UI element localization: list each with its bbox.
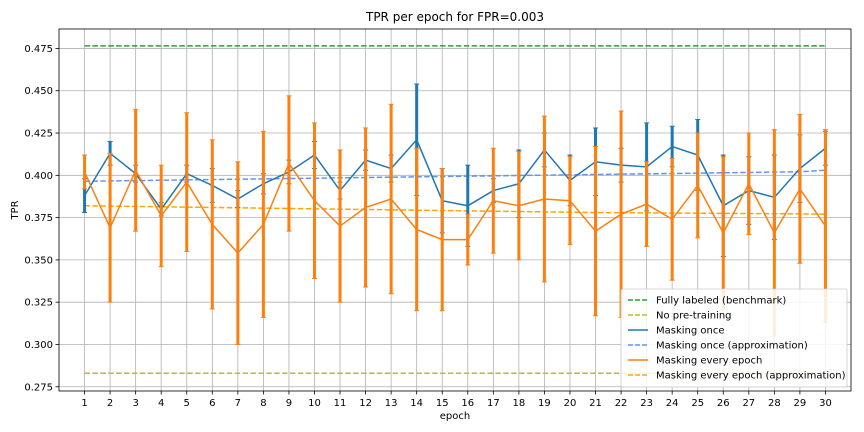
x-tick-label: 28 xyxy=(768,398,781,409)
x-tick-label: 14 xyxy=(410,398,423,409)
y-tick-label: 0.300 xyxy=(24,340,53,351)
series-line xyxy=(83,161,827,255)
x-tick-label: 27 xyxy=(742,398,755,409)
x-tick-label: 1 xyxy=(81,398,87,409)
x-tick-label: 11 xyxy=(334,398,347,409)
legend-label: Masking every epoch (approximation) xyxy=(656,371,846,382)
x-tick-label: 16 xyxy=(461,398,474,409)
x-tick-label: 5 xyxy=(184,398,190,409)
series-line xyxy=(83,138,826,211)
x-tick-label: 30 xyxy=(819,398,832,409)
legend-label: Masking once xyxy=(656,326,725,337)
x-tick-label: 19 xyxy=(538,398,551,409)
y-axis-label: TPR xyxy=(10,200,21,220)
x-tick-label: 4 xyxy=(158,398,164,409)
x-tick-label: 26 xyxy=(717,398,730,409)
x-tick-label: 7 xyxy=(235,398,241,409)
legend-label: Masking once (approximation) xyxy=(656,341,808,352)
x-tick-label: 24 xyxy=(666,398,679,409)
legend-label: Masking every epoch xyxy=(656,356,762,367)
x-tick-label: 17 xyxy=(487,398,500,409)
x-tick-label: 8 xyxy=(260,398,266,409)
x-tick-label: 18 xyxy=(513,398,526,409)
x-tick-label: 15 xyxy=(436,398,449,409)
series-line xyxy=(84,169,826,182)
x-tick-label: 6 xyxy=(209,398,215,409)
legend-label: Fully labeled (benchmark) xyxy=(656,296,786,307)
y-tick-label: 0.325 xyxy=(24,298,53,309)
y-tick-label: 0.425 xyxy=(24,129,53,140)
y-axis: 0.275 0.300 0.325 0.350 0.375 0.400 0.425 0.450… xyxy=(24,44,59,393)
legend-box xyxy=(620,288,848,388)
x-tick-label: 20 xyxy=(564,398,577,409)
y-tick-label: 0.450 xyxy=(24,86,53,97)
x-tick-label: 3 xyxy=(132,398,138,409)
chart-title: TPR per epoch for FPR=0.003 xyxy=(365,10,544,24)
x-tick-label: 9 xyxy=(286,398,292,409)
x-tick-label: 21 xyxy=(589,398,602,409)
plot-frame xyxy=(58,28,852,392)
series-line xyxy=(84,205,826,215)
x-tick-label: 22 xyxy=(615,398,628,409)
legend-label: No pre-training xyxy=(656,311,732,322)
y-tick-label: 0.350 xyxy=(24,255,53,266)
series-masking-once xyxy=(82,83,828,258)
x-tick-label: 23 xyxy=(640,398,653,409)
x-tick-label: 29 xyxy=(794,398,807,409)
x-tick-label: 10 xyxy=(308,398,321,409)
series-masking-every-epoch-approximation xyxy=(84,205,826,215)
y-tick-label: 0.475 xyxy=(24,44,53,55)
y-tick-label: 0.375 xyxy=(24,213,53,224)
x-tick-label: 25 xyxy=(691,398,704,409)
x-tick-label: 2 xyxy=(107,398,113,409)
legend: Fully labeled (benchmark) No pre-training… xyxy=(620,288,848,388)
x-tick-label: 12 xyxy=(359,398,372,409)
y-tick-label: 0.275 xyxy=(24,382,53,393)
series-masking-once-approximation xyxy=(84,169,826,182)
series-layer xyxy=(82,45,828,374)
series-masking-every-epoch xyxy=(82,95,828,345)
x-axis-label: epoch xyxy=(440,411,470,422)
x-tick-label: 13 xyxy=(385,398,398,409)
y-tick-label: 0.400 xyxy=(24,171,53,182)
x-axis: 1 2 3 4 5 6 7 8 9 10 11 12 13 14 15 16 17 18 19 20 21 22 23 24 2… xyxy=(81,391,832,409)
